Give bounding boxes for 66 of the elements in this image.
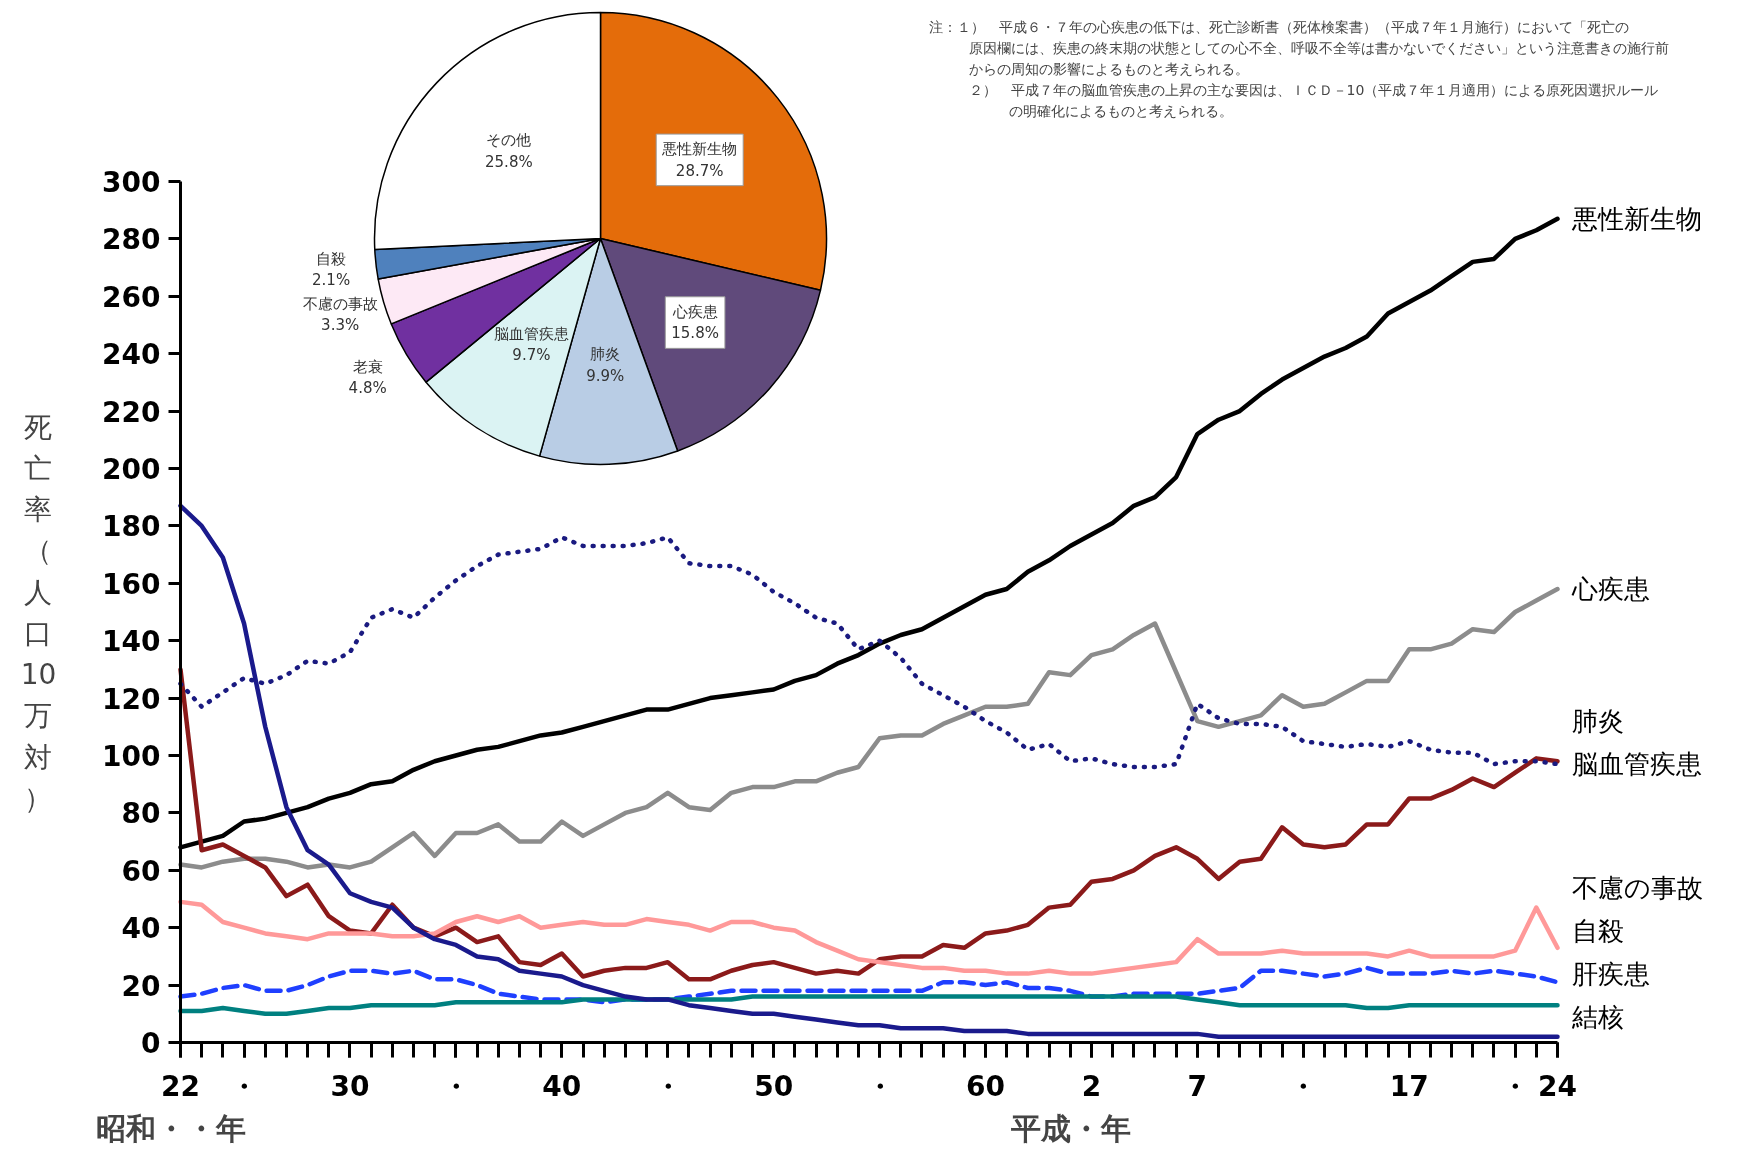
data-label: 4.8% xyxy=(348,379,387,398)
y-tick-label: 300 xyxy=(102,166,161,199)
data-label: 9.7% xyxy=(512,346,551,365)
data-label: 28.7% xyxy=(675,161,724,180)
series-label: 自殺 xyxy=(1572,915,1625,946)
line-series xyxy=(178,586,1560,870)
y-tick-label: 20 xyxy=(121,969,161,1003)
y-tick-label: 120 xyxy=(102,682,161,716)
slice-label: 不慮の事故 xyxy=(302,294,378,313)
x-tick-label: 22 xyxy=(161,1069,200,1103)
data-label: 9.9% xyxy=(586,366,625,385)
x-tick-label: 60 xyxy=(966,1069,1005,1103)
slice-label: 脳血管疾患 xyxy=(493,324,569,343)
line-series xyxy=(178,994,1560,1017)
x-tick-label: ・ xyxy=(865,1069,894,1103)
slice-label: 老衰 xyxy=(352,357,383,376)
text: 平成・年 xyxy=(1009,1110,1131,1146)
line-series xyxy=(178,503,1560,1040)
x-tick-label: ・ xyxy=(1289,1069,1318,1103)
x-tick-label: 30 xyxy=(330,1069,370,1103)
text: ２） 平成７年の脳血管疾患の上昇の主な要因は、ＩＣＤ－10（平成７年１月適用）による原死因選択ルールの明確化によるものと考えられる。 xyxy=(968,81,1659,119)
data-label: 2.1% xyxy=(312,271,351,290)
x-tick-label: ・ xyxy=(230,1069,259,1103)
y-tick-label: 280 xyxy=(102,223,161,257)
x-tick-label: ・ xyxy=(441,1069,470,1103)
data-label: 25.8% xyxy=(485,153,533,172)
slice-label: 悪性新生物 xyxy=(661,140,738,159)
slice-label: その他 xyxy=(486,131,532,150)
slice-label: 肺炎 xyxy=(590,345,621,364)
y-tick-label: 240 xyxy=(102,338,161,372)
line-series xyxy=(178,899,1560,976)
x-tick-label: 7 xyxy=(1187,1069,1208,1103)
series-label: 悪性新生物 xyxy=(1571,203,1703,234)
data-label: 15.8% xyxy=(671,324,719,343)
text: 注：１） 平成６・７年の心疾患の低下は、死亡診断書（死体検案書）（平成７年１月施行）において「死亡の原因欄には、疾患の終末期の状態としての心不全、呼吸不全等は書かないでください」という注意書きの施行前からの周知の影響によるものと考えられる。 xyxy=(928,18,1669,77)
series-label: 脳血管疾患 xyxy=(1572,749,1703,780)
series-label: 不慮の事故 xyxy=(1572,872,1704,903)
series-label: 結核 xyxy=(1571,1001,1625,1032)
x-tick-label: 40 xyxy=(542,1069,582,1103)
y-tick-label: 260 xyxy=(102,280,161,314)
line-series xyxy=(178,965,1560,1005)
text: 死亡率（人口10万対） xyxy=(20,410,57,815)
x-tick-label: ・ xyxy=(1501,1069,1530,1103)
y-tick-label: 140 xyxy=(102,625,161,659)
slice-label: 自殺 xyxy=(316,249,347,268)
series-label: 心疾患 xyxy=(1571,574,1651,605)
x-axis-title: 昭和・・年 xyxy=(95,1110,246,1146)
x-tick-label: ・ xyxy=(653,1069,682,1103)
y-tick-label: 180 xyxy=(102,510,161,544)
y-tick-label: 0 xyxy=(141,1027,161,1060)
y-tick-label: 40 xyxy=(121,912,161,946)
x-tick-label: 2 xyxy=(1081,1069,1102,1103)
series-label: 肝疾患 xyxy=(1572,958,1651,989)
y-tick-label: 80 xyxy=(121,797,161,831)
slice-label: 心疾患 xyxy=(671,302,718,321)
y-tick-label: 60 xyxy=(121,854,161,888)
y-tick-label: 100 xyxy=(102,740,161,773)
y-tick-label: 160 xyxy=(102,567,161,601)
line-series xyxy=(178,667,1560,982)
series-label: 肺炎 xyxy=(1572,706,1625,737)
x-tick-label: 24 xyxy=(1538,1069,1577,1103)
x-tick-label: 50 xyxy=(754,1069,794,1103)
data-label: 3.3% xyxy=(321,316,360,335)
y-tick-label: 200 xyxy=(102,453,161,486)
x-tick-label: 17 xyxy=(1389,1069,1429,1103)
y-tick-label: 220 xyxy=(102,395,161,429)
